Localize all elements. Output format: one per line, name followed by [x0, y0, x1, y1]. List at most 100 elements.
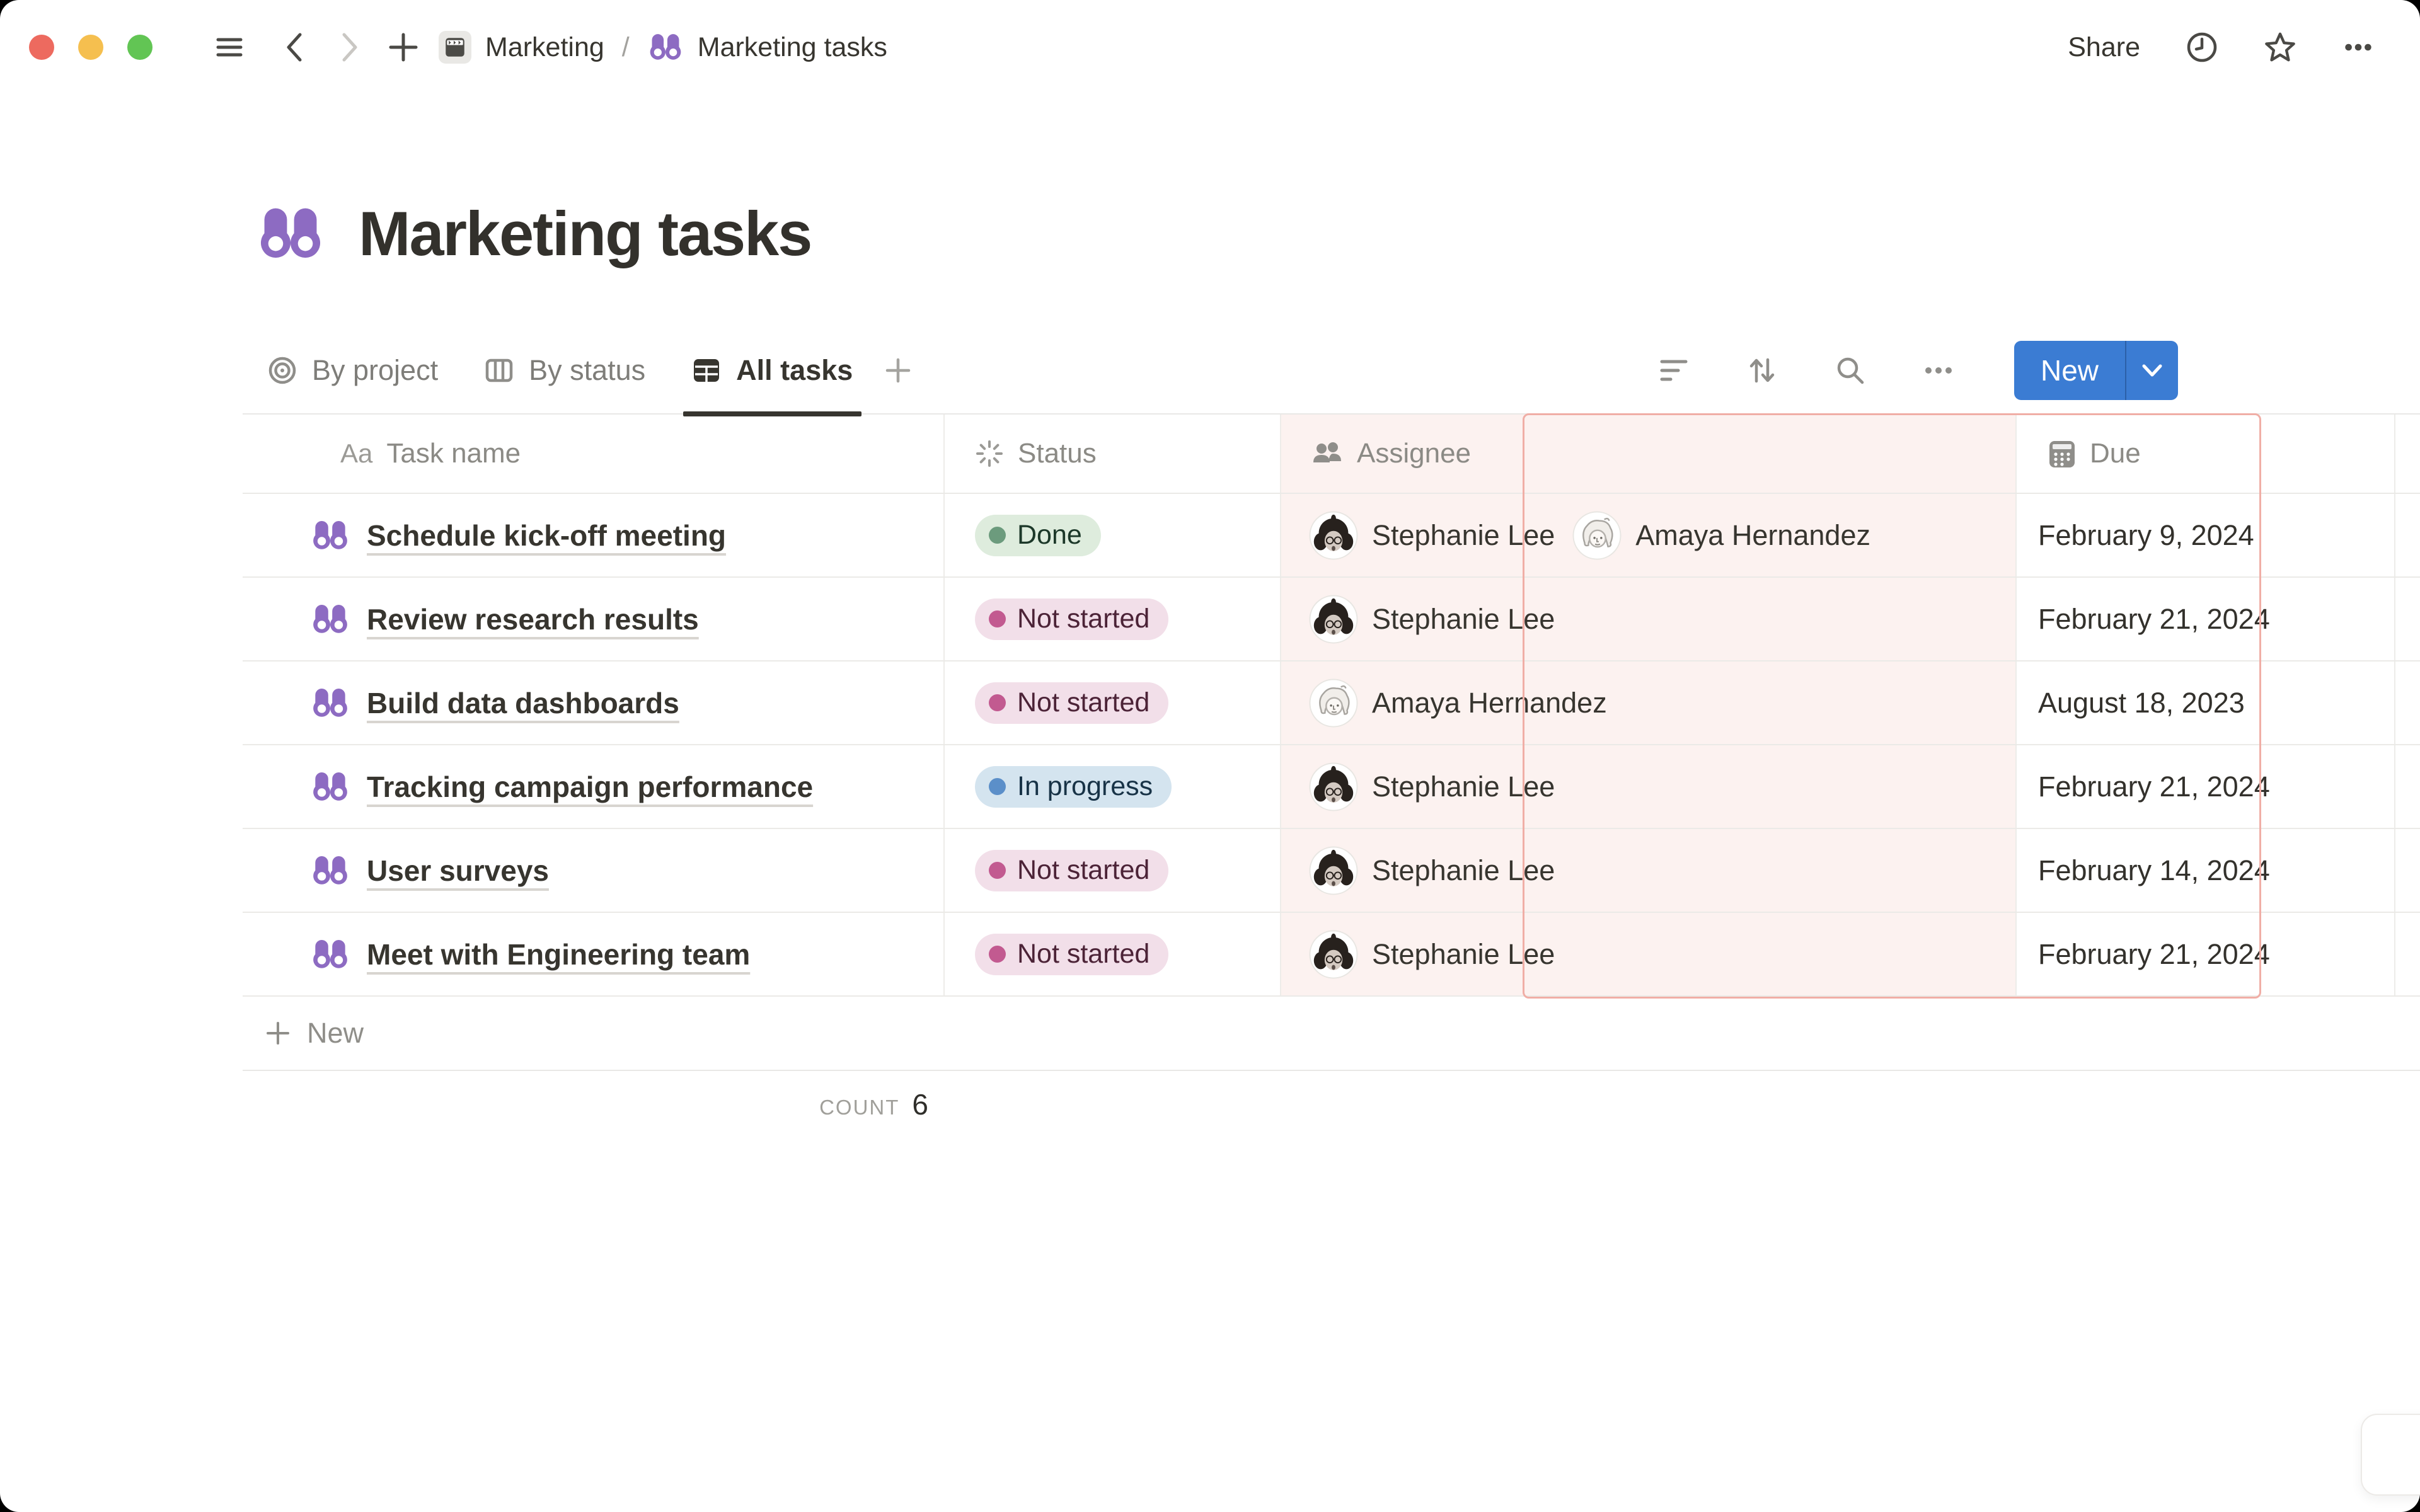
sort-icon[interactable]	[1746, 354, 1778, 387]
minimize-window-button[interactable]	[78, 35, 103, 60]
status-badge: In progress	[975, 765, 1172, 808]
task-binoculars-icon	[310, 599, 350, 639]
favorite-star-icon[interactable]	[2264, 31, 2296, 64]
marketing-page-icon[interactable]	[439, 31, 471, 64]
task-name-cell[interactable]: Build data dashboards	[243, 662, 945, 744]
close-window-button[interactable]	[29, 35, 54, 60]
add-row-button[interactable]: New	[243, 997, 2420, 1071]
due-date-cell[interactable]: February 21, 2024	[2017, 745, 2395, 828]
due-date-cell[interactable]: February 21, 2024	[2017, 578, 2395, 660]
status-dot	[989, 610, 1006, 627]
status-badge: Done	[975, 514, 1101, 556]
task-name-cell[interactable]: Schedule kick-off meeting	[243, 494, 945, 576]
breadcrumb-parent[interactable]: Marketing	[485, 32, 604, 62]
task-name-cell[interactable]: Meet with Engineering team	[243, 913, 945, 995]
page-binoculars-icon[interactable]	[255, 198, 326, 269]
task-title-link[interactable]: Build data dashboards	[367, 686, 679, 719]
tab-label: By status	[529, 354, 646, 386]
view-more-options-icon[interactable]	[1922, 354, 1955, 387]
task-name-cell[interactable]: Review research results	[243, 578, 945, 660]
column-header-task-name[interactable]: Aa Task name	[243, 415, 945, 493]
avatar-stephanie-lee	[1309, 846, 1358, 895]
task-title-link[interactable]: Schedule kick-off meeting	[367, 518, 727, 552]
due-date-cell[interactable]: February 21, 2024	[2017, 913, 2395, 995]
status-cell[interactable]: In progress	[945, 745, 1281, 828]
status-badge: Not started	[975, 849, 1169, 891]
tab-all-tasks[interactable]: All tasks	[683, 327, 862, 416]
forward-button[interactable]	[333, 31, 366, 64]
assignee-cell[interactable]: Stephanie Lee	[1281, 913, 2017, 995]
due-date-cell[interactable]: August 18, 2023	[2017, 662, 2395, 744]
task-binoculars-icon	[310, 934, 350, 975]
back-button[interactable]	[279, 31, 311, 64]
target-icon	[268, 357, 296, 384]
history-clock-icon[interactable]	[2186, 31, 2218, 64]
table-row: Tracking campaign performance In progres…	[243, 745, 2420, 829]
avatar-amaya-hernandez	[1309, 679, 1358, 728]
assignee-name: Stephanie Lee	[1372, 518, 1555, 551]
task-name-cell[interactable]: User surveys	[243, 829, 945, 912]
add-view-icon[interactable]	[882, 354, 914, 387]
column-label: Task name	[386, 438, 521, 469]
status-cell[interactable]: Done	[945, 494, 1281, 576]
assignee-cell[interactable]: Stephanie Lee	[1281, 578, 2017, 660]
task-title-link[interactable]: User surveys	[367, 854, 549, 887]
task-title-link[interactable]: Tracking campaign performance	[367, 770, 814, 803]
avatar-stephanie-lee	[1309, 595, 1358, 644]
column-header-due[interactable]: Due	[2017, 415, 2395, 493]
sidebar-menu-icon[interactable]	[213, 31, 246, 64]
breadcrumb: Marketing / Marketing tasks	[439, 29, 887, 66]
assignee-cell[interactable]: Amaya Hernandez	[1281, 662, 2017, 744]
column-calculation[interactable]: COUNT 6	[243, 1071, 945, 1131]
due-date-cell[interactable]: February 9, 2024	[2017, 494, 2395, 576]
table-row: Schedule kick-off meeting Done Stephanie…	[243, 494, 2420, 578]
filter-icon[interactable]	[1657, 354, 1690, 387]
tab-by-status[interactable]: By status	[485, 327, 645, 414]
status-dot	[989, 946, 1006, 963]
task-title-link[interactable]: Review research results	[367, 602, 699, 636]
task-binoculars-icon	[310, 767, 350, 807]
status-badge: Not started	[975, 682, 1169, 724]
more-options-icon[interactable]	[2342, 31, 2375, 64]
column-label: Status	[1018, 438, 1097, 469]
assignee-cell[interactable]: Stephanie Lee	[1281, 745, 2017, 828]
text-property-icon: Aa	[340, 438, 373, 468]
task-title-link[interactable]: Meet with Engineering team	[367, 937, 751, 971]
assignee-name: Amaya Hernandez	[1635, 518, 1870, 551]
due-date-cell[interactable]: February 14, 2024	[2017, 829, 2395, 912]
zoom-window-button[interactable]	[127, 35, 153, 60]
search-icon[interactable]	[1834, 354, 1867, 387]
new-page-icon[interactable]	[387, 31, 420, 64]
breadcrumb-current[interactable]: Marketing tasks	[697, 32, 887, 62]
new-button[interactable]: New	[2040, 354, 2099, 387]
task-name-cell[interactable]: Tracking campaign performance	[243, 745, 945, 828]
status-badge: Not started	[975, 598, 1169, 640]
tab-by-project[interactable]: By project	[268, 327, 438, 414]
status-cell[interactable]: Not started	[945, 829, 1281, 912]
assignee-cell[interactable]: Stephanie Lee	[1281, 829, 2017, 912]
assignee-name: Stephanie Lee	[1372, 770, 1555, 803]
table-header-row: Aa Task name Status Assignee Du	[243, 415, 2420, 494]
task-binoculars-icon	[310, 850, 350, 891]
avatar-amaya-hernandez	[1572, 511, 1622, 560]
people-icon	[1313, 442, 1341, 462]
column-label: Due	[2090, 438, 2141, 469]
table-row: Meet with Engineering team Not started S…	[243, 913, 2420, 997]
traffic-lights	[29, 35, 153, 60]
status-cell[interactable]: Not started	[945, 578, 1281, 660]
status-dot	[989, 862, 1006, 879]
table-icon	[694, 359, 720, 382]
column-header-status[interactable]: Status	[945, 415, 1281, 493]
view-tab-bar: By project By status All tasks	[243, 327, 2420, 416]
status-cell[interactable]: Not started	[945, 913, 1281, 995]
help-widget[interactable]	[2361, 1414, 2420, 1496]
new-button-dropdown[interactable]	[2125, 341, 2178, 400]
status-cell[interactable]: Not started	[945, 662, 1281, 744]
assignee-cell[interactable]: Stephanie Lee Amaya Hernandez	[1281, 494, 2017, 576]
plus-icon	[267, 1022, 289, 1045]
table-row: Review research results Not started Step…	[243, 578, 2420, 662]
page-title[interactable]: Marketing tasks	[359, 198, 812, 268]
column-header-assignee[interactable]: Assignee	[1281, 415, 2017, 493]
share-button[interactable]: Share	[2068, 32, 2140, 62]
